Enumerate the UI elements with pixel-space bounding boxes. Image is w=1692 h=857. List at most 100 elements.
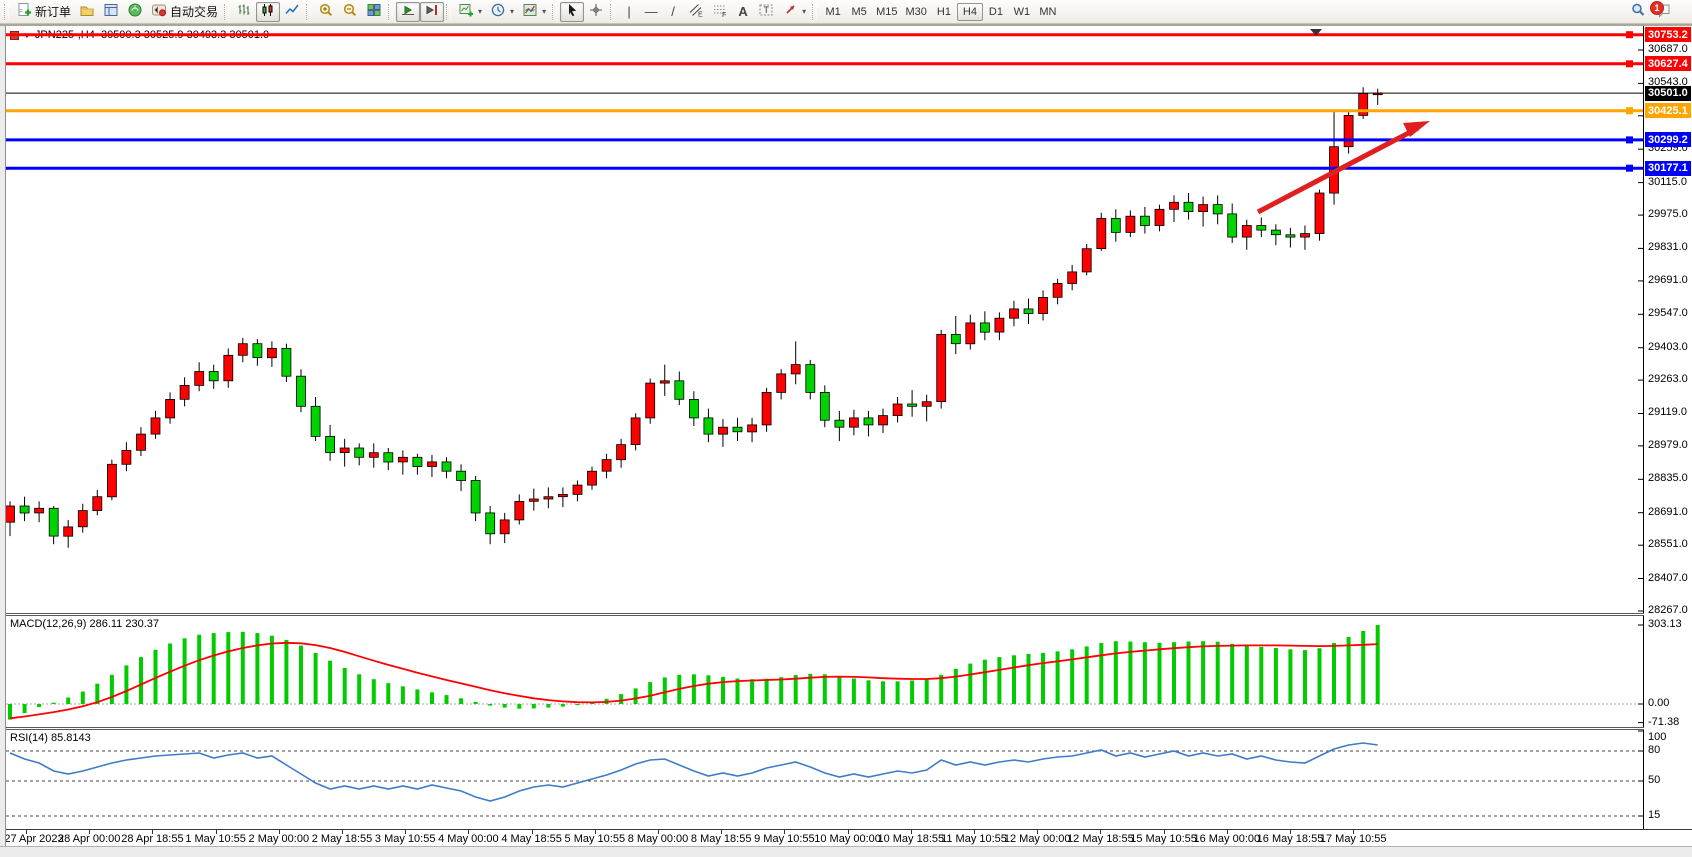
line-chart-icon <box>284 2 300 21</box>
zoom-in-icon <box>318 2 334 21</box>
hline-30627.4[interactable] <box>6 60 1644 68</box>
navigator-icon <box>127 2 143 21</box>
time-label: 8 May 18:55 <box>690 833 752 845</box>
zoom-out-button[interactable] <box>338 2 362 22</box>
time-tick <box>1290 830 1291 834</box>
trend-arrow-annotation[interactable] <box>1256 121 1430 215</box>
timeframe-D1[interactable]: D1 <box>988 5 1003 18</box>
line-chart-button[interactable] <box>280 2 304 22</box>
crosshair-tool-button[interactable] <box>584 2 608 22</box>
timeframe-M5[interactable]: M5 <box>851 5 867 18</box>
time-tick <box>531 830 533 834</box>
search-button[interactable] <box>1626 2 1650 22</box>
trendline-icon: / <box>671 4 675 19</box>
chevron-down-icon: ▾ <box>802 7 807 16</box>
fibonacci-tool-button[interactable]: F <box>708 2 732 22</box>
time-label: 3 May 10:55 <box>374 833 436 845</box>
time-tick <box>1163 830 1165 834</box>
trendline-tool-button[interactable]: / <box>662 2 684 22</box>
charts-profile-button[interactable] <box>75 2 99 22</box>
toolbar-grip[interactable] <box>224 3 230 20</box>
auto-scroll-button[interactable] <box>396 1 421 22</box>
time-label: 27 Apr 2023 <box>4 833 64 845</box>
equidistant-channel-tool-button[interactable]: E <box>684 2 708 22</box>
toolbar-grip[interactable] <box>306 3 312 20</box>
time-label: 17 May 10:55 <box>1319 833 1387 845</box>
auto-trading-label: 自动交易 <box>170 5 219 19</box>
notification-badge[interactable]: 1 <box>1650 1 1664 15</box>
hline-30425.1[interactable] <box>6 107 1644 115</box>
bar-chart-button[interactable] <box>232 2 256 22</box>
toolbar-grip[interactable] <box>812 3 818 20</box>
chart-background <box>0 26 1692 846</box>
time-label: 4 May 00:00 <box>438 833 499 845</box>
time-label: 10 May 00:00 <box>814 833 881 845</box>
indicators-icon <box>522 2 538 21</box>
cursor-tool-button[interactable] <box>560 1 585 22</box>
arrow-objects-button[interactable]: ▾ <box>778 2 810 22</box>
price-tick-label: 29691.0 <box>1648 273 1688 286</box>
timeframe-H4[interactable]: H4 <box>956 2 983 21</box>
data-window-button[interactable] <box>99 2 123 22</box>
profile-folder-icon <box>79 2 95 21</box>
hline-30177.1[interactable] <box>6 164 1644 172</box>
timeframe-M15[interactable]: M15 <box>876 5 898 18</box>
data-window-icon <box>103 2 119 21</box>
time-tick <box>658 830 659 834</box>
text-label-tool-button[interactable]: T <box>754 2 778 22</box>
shift-marker-icon[interactable] <box>1310 29 1322 36</box>
periods-button[interactable]: ▾ <box>486 2 518 22</box>
price-tag-30753.2: 30753.2 <box>1645 27 1691 43</box>
time-tick <box>974 830 975 834</box>
hline-30299.2[interactable] <box>6 136 1644 144</box>
rsi-axis-label: 100 <box>1648 731 1667 743</box>
hline-30753.2[interactable] <box>6 31 1644 39</box>
toolbar-grip[interactable] <box>4 3 9 20</box>
time-label: 2 May 18:55 <box>311 833 373 845</box>
price-tick-label: 29403.0 <box>1648 340 1688 353</box>
new-order-button[interactable]: 新订单 <box>12 2 75 22</box>
time-label: 1 May 10:55 <box>185 833 246 845</box>
vertical-line-tool-button[interactable]: | <box>618 2 640 22</box>
price-axis[interactable]: 30687.030543.030403.030259.030115.029975… <box>1644 26 1692 846</box>
new-order-label: 新订单 <box>35 5 72 19</box>
toolbar-grip[interactable] <box>388 3 394 20</box>
pane-splitter[interactable] <box>6 727 1692 730</box>
time-tick <box>784 830 786 834</box>
timeframe-H1[interactable]: H1 <box>936 5 951 18</box>
navigator-button[interactable] <box>123 2 147 22</box>
timeframe-bar: M1 M5 M15 M30 H1 H4 D1 W1 MN <box>820 2 1061 21</box>
text-tool-button[interactable]: A <box>732 2 754 22</box>
chart-shift-button[interactable] <box>420 1 445 22</box>
timeframe-W1[interactable]: W1 <box>1013 5 1031 18</box>
bar-chart-icon <box>236 2 252 21</box>
time-tick <box>1353 830 1355 834</box>
price-tag-30177.1: 30177.1 <box>1645 160 1691 176</box>
timeframe-M30[interactable]: M30 <box>905 5 927 18</box>
toolbar-grip[interactable] <box>610 3 616 20</box>
pane-splitter[interactable] <box>6 613 1692 616</box>
indicators-button[interactable]: ▾ <box>518 2 550 22</box>
timeframe-MN[interactable]: MN <box>1039 5 1057 18</box>
time-tick <box>721 830 723 834</box>
rsi-indicator-canvas[interactable] <box>6 730 1644 829</box>
candles <box>6 87 1383 548</box>
toolbar-grip[interactable] <box>446 3 452 20</box>
macd-indicator-canvas[interactable] <box>6 616 1644 727</box>
clock-icon <box>490 2 506 21</box>
new-chart-button[interactable]: ▾ <box>454 2 486 22</box>
tile-windows-button[interactable] <box>362 2 386 22</box>
candlestick-chart-button[interactable] <box>256 1 281 22</box>
chevron-down-icon: ▾ <box>478 7 483 16</box>
zoom-in-button[interactable] <box>314 2 338 22</box>
toolbar-grip[interactable] <box>552 3 558 20</box>
rsi-axis-label: 80 <box>1648 744 1661 756</box>
time-label: 15 May 10:55 <box>1130 833 1197 845</box>
time-axis[interactable]: 27 Apr 2023 28 Apr 00:00 28 Apr 18:55 1 May… <box>4 829 1692 846</box>
price-chart-canvas[interactable] <box>6 26 1644 613</box>
zoom-out-icon <box>342 2 358 21</box>
auto-trading-button[interactable]: 自动交易 <box>147 2 222 22</box>
horizontal-line-tool-button[interactable]: — <box>640 2 662 22</box>
timeframe-M1[interactable]: M1 <box>825 5 841 18</box>
